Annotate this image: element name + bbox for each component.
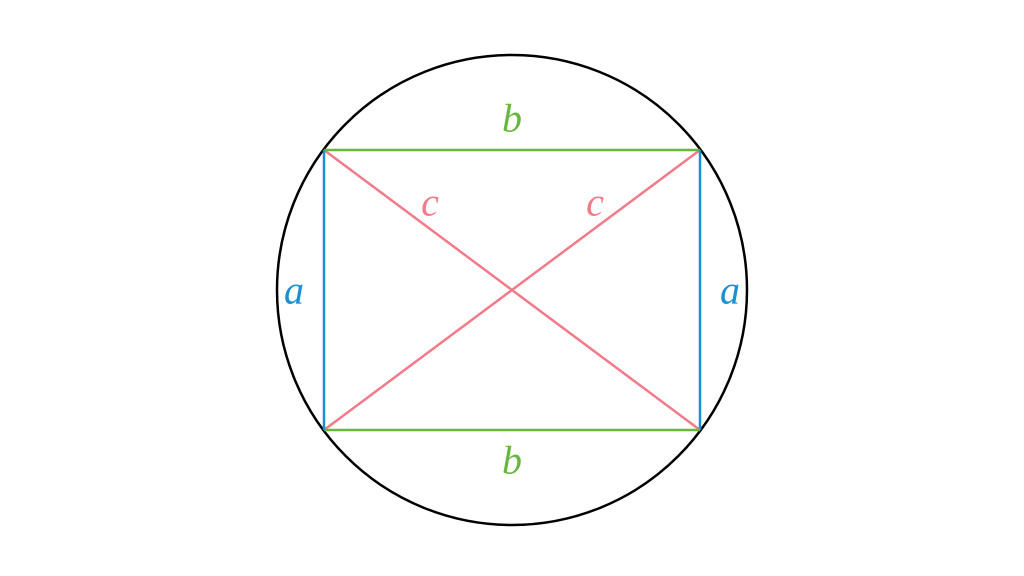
label-c-left: c	[421, 179, 439, 226]
label-a-left: a	[284, 267, 304, 314]
diagram-svg	[0, 0, 1024, 576]
label-b-bottom: b	[502, 437, 522, 484]
geometry-diagram: a a b b c c	[0, 0, 1024, 576]
label-a-right: a	[720, 267, 740, 314]
label-c-right: c	[586, 179, 604, 226]
label-b-top: b	[502, 95, 522, 142]
